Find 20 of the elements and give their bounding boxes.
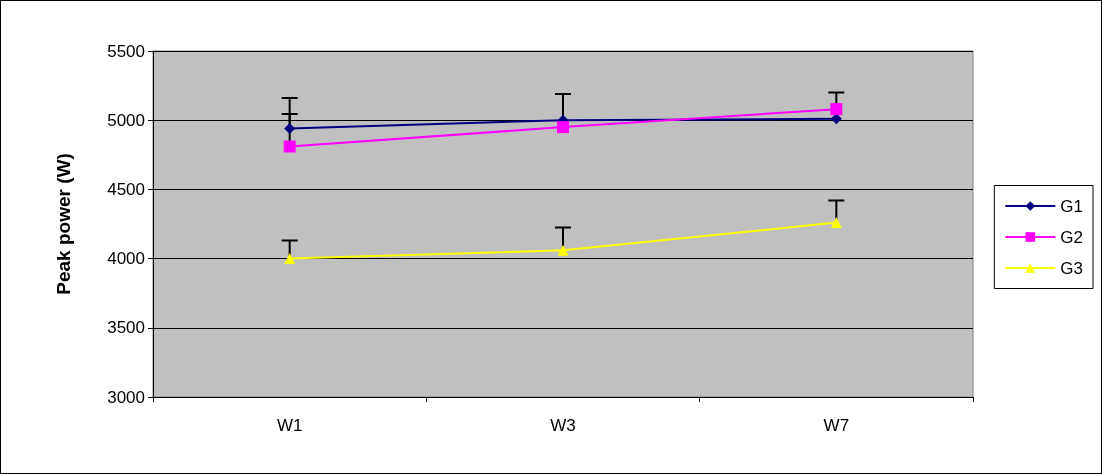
legend-label: G3 <box>1060 258 1084 278</box>
point <box>830 217 842 229</box>
x-tick-label: W3 <box>550 416 576 435</box>
point <box>283 140 296 153</box>
y-tick-label: 3500 <box>107 318 145 338</box>
point <box>557 244 569 256</box>
point <box>284 123 296 134</box>
y-tick-label: 4500 <box>107 179 145 199</box>
point <box>830 103 843 116</box>
y-tick-label: 4000 <box>107 249 145 269</box>
x-tick-label: W7 <box>823 416 850 435</box>
y-tick-label: 5500 <box>107 41 145 61</box>
legend-label: G1 <box>1060 196 1084 216</box>
x-tick-label: W1 <box>276 416 303 435</box>
y-tick-label: 3000 <box>107 387 145 407</box>
point <box>284 253 296 265</box>
legend-label: G2 <box>1060 227 1084 247</box>
y-axis-title: Peak power (W) <box>53 153 74 295</box>
y-tick-label: 5000 <box>107 110 145 130</box>
point <box>557 121 569 134</box>
